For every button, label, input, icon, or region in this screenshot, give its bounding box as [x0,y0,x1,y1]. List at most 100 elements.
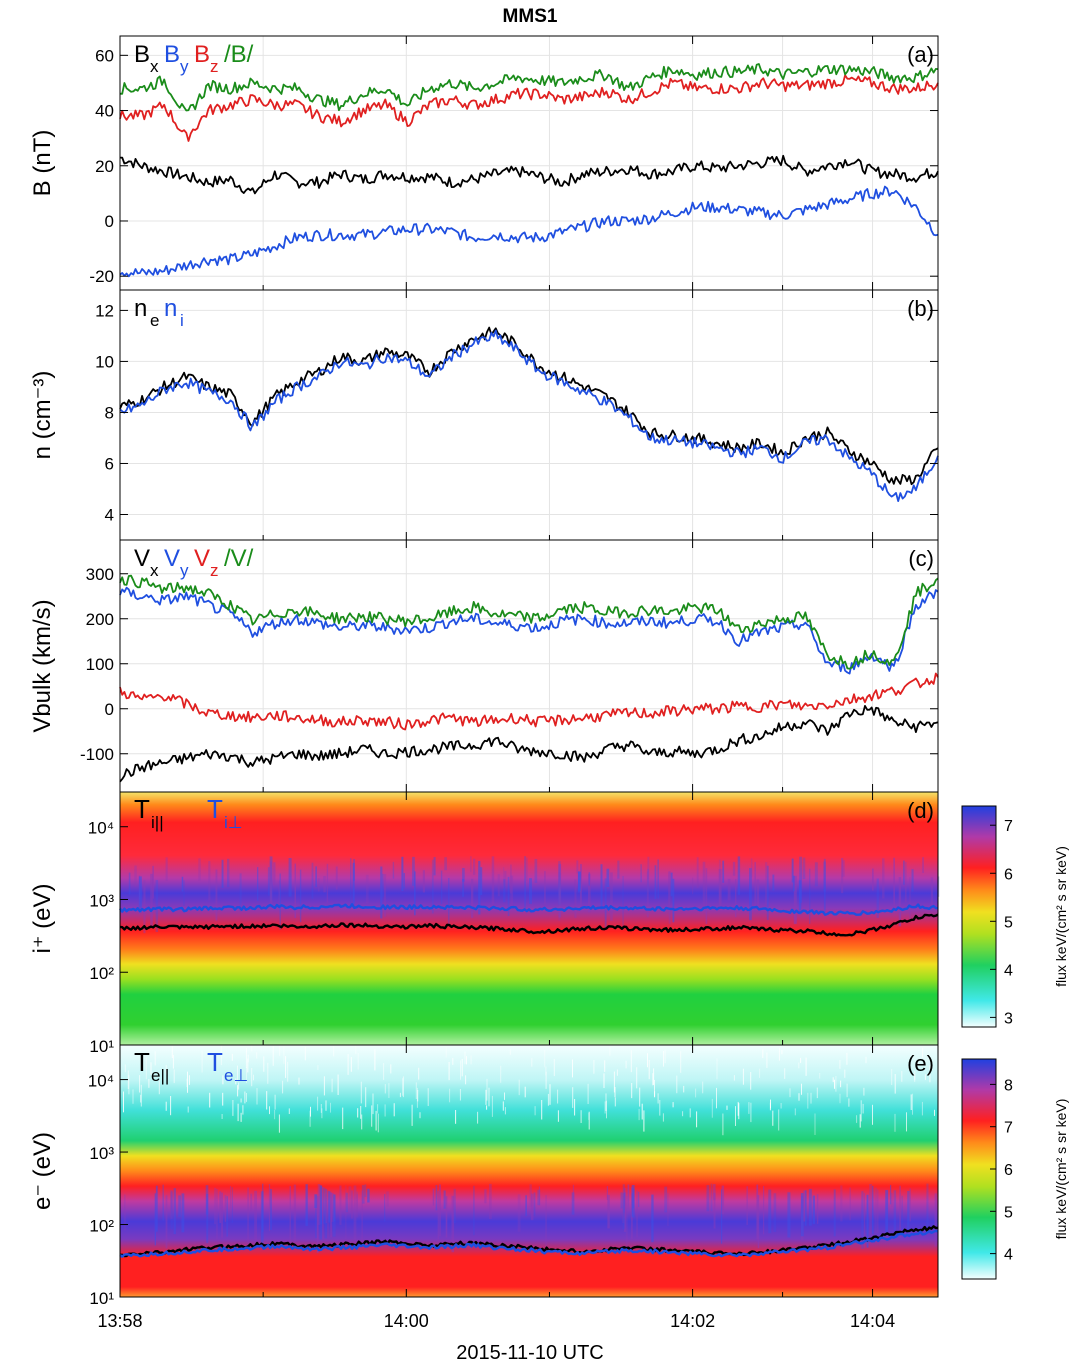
spectrogram-streak [345,1185,347,1240]
spectrogram-streak [489,1183,492,1219]
spectrogram-streak [841,860,845,877]
spectrogram-noise [605,1093,607,1111]
spectrogram-streak [403,874,405,887]
spectrogram-noise [798,1093,800,1101]
spectrogram-noise [614,1087,616,1098]
legend-subscript: e⊥ [224,1066,248,1085]
spectrogram-streak [901,1195,903,1236]
spectrogram-noise [683,1085,685,1093]
legend-entry: B [134,41,150,68]
spectrogram-streak [299,869,302,923]
legend-subscript: i|| [151,813,164,832]
spectrogram-noise [187,1071,188,1093]
y-tick-label: 60 [95,46,114,65]
series-line-Bx [120,154,939,195]
spectrogram-streak [414,871,416,916]
spectrogram-streak [361,1185,365,1204]
spectrogram-noise [140,1084,142,1107]
spectrogram-noise [894,1074,896,1094]
spectrogram-noise [309,1110,311,1127]
spectrogram-streak [808,1188,812,1226]
spectrogram-noise [587,1083,589,1104]
spectrogram-streak [530,1193,534,1221]
spectrogram-streak [702,861,706,911]
spectrogram-streak [580,864,582,907]
spectrogram-noise [317,1096,319,1111]
spectrogram-streak [607,1194,610,1229]
spectrogram-noise [638,1108,640,1121]
spectrogram-streak [909,877,911,922]
legend-subscript: x [150,57,159,76]
spectrogram-streak [721,1189,723,1244]
spectrogram-streak [239,873,242,912]
spectrogram-streak [651,1194,654,1243]
spectrogram-noise [383,1063,385,1080]
spectrogram-noise [557,1110,559,1122]
spectrogram-streak [534,859,538,883]
spectrogram-streak [311,862,314,899]
spectrogram-streak [462,879,465,897]
spectrogram-noise [689,1108,691,1118]
spectrogram-noise [486,1078,488,1101]
spectrogram-streak [799,856,802,903]
colorbar-tick-label: 4 [1004,1247,1013,1264]
spectrogram-noise [452,1058,454,1065]
spectrogram-streak [317,878,320,892]
spectrogram-noise [789,1088,791,1098]
spectrogram-streak [178,1195,181,1217]
spectrogram-noise [500,1065,502,1083]
panel-frame [119,1044,939,1298]
y-tick-label: 6 [105,454,114,473]
spectrogram-streak [352,862,355,905]
spectrogram-noise [360,1106,362,1119]
spectrogram-noise [647,1053,648,1068]
spectrogram-streak [330,1192,333,1238]
spectrogram-noise [680,1051,682,1073]
spectrogram-noise [816,1087,818,1099]
y-axis-label: n (cm⁻³) [29,371,56,460]
y-tick-label: -100 [80,745,114,764]
spectrogram-noise [240,1098,242,1103]
spectrogram-streak [435,1185,438,1211]
spectrogram-streak [279,873,281,930]
legend-entry: n [134,295,147,322]
spectrogram-streak [610,872,613,921]
y-tick-label: -20 [89,267,114,286]
spectrogram-3 [120,792,938,1045]
spectrogram-streak [155,880,159,932]
spectrogram-streak [893,1190,897,1238]
spectrogram-streak [440,870,443,904]
spectrogram-streak [215,1189,218,1239]
spectrogram-streak [657,859,659,899]
spectrogram-noise [465,1075,467,1085]
spectrogram-streak [154,1193,156,1246]
spectrogram-noise [580,1110,582,1123]
spectrogram-streak [165,1195,168,1249]
spectrogram-streak [473,858,476,875]
colorbar-label: flux keV/(cm² s sr keV) [1053,846,1069,987]
spectrogram-streak [606,868,610,887]
spectrogram-streak [205,1185,209,1215]
spectrogram-streak [208,861,211,901]
spectrogram-streak [757,1195,760,1249]
legend-entry: B [164,41,180,68]
spectrogram-noise [750,1072,752,1090]
spectrogram-noise [917,1060,919,1066]
spectrogram-streak [866,1194,869,1248]
spectrogram-streak [333,1194,336,1222]
spectrogram-streak [773,1193,777,1232]
spectrogram-noise [794,1108,796,1116]
spectrogram-noise [921,1101,923,1116]
spectrogram-streak [620,1192,623,1209]
spectrogram-streak [765,862,768,906]
spectrogram-streak [260,1191,264,1246]
spectrogram-streak [800,1193,804,1237]
spectrogram-noise [357,1108,359,1118]
spectrogram-streak [934,1193,937,1247]
spectrogram-streak [317,1184,321,1225]
colorbar-tick-label: 6 [1004,1162,1013,1179]
y-axis-label: Vbulk (km/s) [29,599,56,732]
spectrogram-streak [448,878,450,926]
spectrogram-noise [604,1101,606,1114]
